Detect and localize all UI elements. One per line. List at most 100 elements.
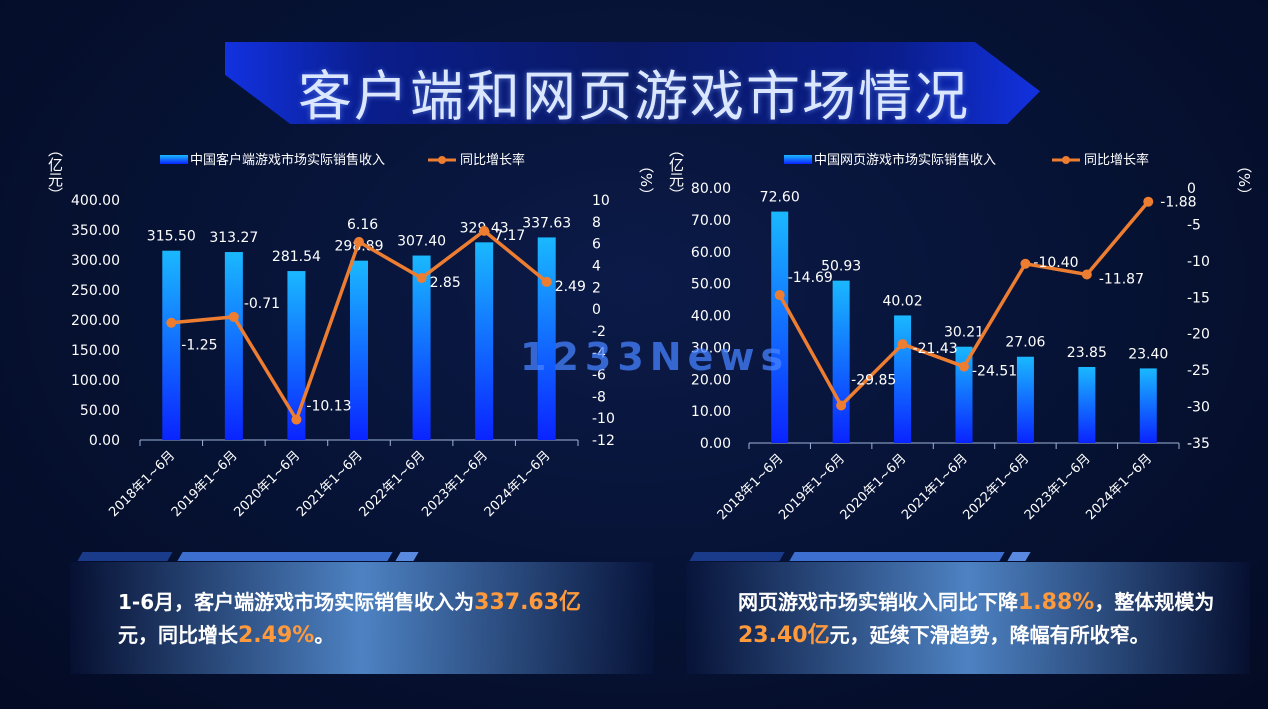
growth-rate-point (166, 317, 177, 328)
y-tick-label: 150.00 (71, 343, 120, 359)
y-tick-label: 100.00 (71, 373, 120, 389)
y2-tick-label: 8 (592, 215, 601, 231)
bar-data-label: 50.93 (821, 259, 861, 275)
client-game-chart: 中国客户端游戏市场实际销售收入 同比增长率（亿元） （%）400.00350.003… (46, 142, 655, 520)
x-category-label: 2024年1~6月 (1083, 451, 1155, 523)
y-tick-label: 60.00 (691, 245, 731, 261)
y2-tick-label: -4 (592, 346, 606, 362)
bar (224, 252, 243, 440)
bar-data-label: 281.54 (272, 249, 321, 265)
page-title: 客户端和网页游戏市场情况 (298, 65, 970, 128)
bar-data-label: 315.50 (147, 229, 196, 245)
bar (162, 250, 181, 440)
y-tick-label: 400.00 (71, 193, 120, 209)
growth-rate-point (416, 273, 427, 283)
summary-left-text-1: 1-6月，客户端游戏市场实际销售收入为 (118, 590, 475, 614)
y2-tick-label: -2 (592, 324, 606, 340)
bar (771, 211, 789, 443)
growth-rate-point (1081, 269, 1092, 280)
legend-line-marker (1062, 156, 1070, 164)
y-tick-label: 80.00 (691, 181, 731, 197)
y-axis-unit: （亿元） (667, 142, 685, 202)
y2-tick-label: -35 (1187, 436, 1210, 452)
summary-right-highlight-1: 1.88% (1018, 590, 1095, 615)
y2-tick-label: -30 (1187, 400, 1210, 416)
watermark: 1233News (520, 335, 790, 379)
bar-data-label: 40.02 (883, 293, 923, 309)
legend-line-label: 同比增长率 (1084, 152, 1149, 168)
bar (894, 315, 912, 443)
y-tick-label: 40.00 (691, 309, 731, 325)
growth-rate-label: -10.13 (306, 399, 351, 415)
y2-tick-label: 4 (592, 258, 601, 274)
growth-rate-label: 2.49 (555, 279, 586, 295)
bar-data-label: 337.63 (522, 215, 571, 231)
y2-tick-label: 2 (592, 280, 601, 296)
legend: 中国客户端游戏市场实际销售收入 同比增长率 (160, 152, 525, 168)
bar-data-label: 307.40 (397, 234, 446, 250)
growth-rate-label: -0.71 (244, 296, 280, 312)
web-game-chart: 中国网页游戏市场实际销售收入 同比增长率 （亿元） （%） 80.00 70.00 60.0… (667, 142, 1253, 523)
y2-axis-unit: （%） (1235, 158, 1253, 202)
y-tick-label: 30.00 (691, 340, 731, 356)
x-category-label: 2021年1~6月 (294, 448, 366, 520)
decor-stripes-left (77, 552, 420, 561)
growth-rate-point (291, 414, 302, 425)
legend-bar-label: 中国客户端游戏市场实际销售收入 (190, 152, 385, 168)
y2-tick-label: 0 (1187, 181, 1196, 197)
bar (287, 271, 306, 440)
y2-tick-label: -15 (1187, 290, 1210, 306)
growth-rate-label: -1.25 (181, 338, 217, 354)
y2-axis-unit: （%） (637, 158, 655, 202)
y2-tick-label: -10 (592, 411, 615, 427)
summary-left-highlight-1: 337.63亿 (474, 590, 582, 615)
y2-tick-label: 6 (592, 237, 601, 253)
y2-tick-label: -25 (1187, 363, 1210, 379)
growth-rate-label: -24.51 (972, 364, 1017, 380)
bar-data-label: 23.40 (1128, 346, 1168, 362)
summary-right-highlight-2: 23.40亿 (738, 623, 830, 648)
growth-rate-point (479, 225, 490, 236)
summary-right-text-3: 元，延续下滑趋势，降幅有所收窄。 (829, 623, 1150, 647)
x-category-label: 2018年1~6月 (106, 448, 178, 520)
growth-rate-point (541, 276, 552, 287)
bar-data-label: 72.60 (760, 190, 800, 206)
summary-left-text-3: 。 (314, 623, 335, 647)
x-category-label: 2024年1~6月 (482, 448, 554, 520)
growth-rate-label: -1.88 (1160, 195, 1196, 211)
y-tick-label: 300.00 (71, 253, 120, 269)
legend-bar-swatch (160, 155, 188, 164)
y-axis-unit: （亿元） (46, 142, 64, 202)
growth-rate-point (354, 236, 364, 247)
y-tick-label: 70.00 (691, 213, 731, 229)
growth-rate-label: -29.85 (851, 372, 896, 388)
growth-rate-point (897, 339, 908, 350)
bar-data-label: 30.21 (944, 325, 984, 341)
y-tick-label: 10.00 (691, 404, 731, 420)
y-tick-label: 20.00 (691, 372, 731, 388)
legend-line-marker (438, 156, 446, 164)
y2-tick-label: -8 (592, 389, 606, 405)
legend-bar-swatch (784, 155, 812, 164)
bar-data-label: 313.27 (209, 230, 258, 246)
growth-rate-label: 6.16 (347, 217, 378, 233)
bar (1078, 366, 1096, 443)
summary-left: 1-6月，客户端游戏市场实际销售收入为337.63亿 元，同比增长2.49%。 (118, 586, 638, 652)
title-band (225, 42, 1040, 124)
summary-right-text-2: ，整体规模为 (1094, 590, 1215, 614)
y-tick-label: 200.00 (71, 313, 120, 329)
bar-data-label: 23.85 (1067, 345, 1107, 361)
y-tick-label: 50.00 (691, 277, 731, 293)
growth-rate-point (1143, 196, 1154, 207)
y-tick-label: 0.00 (700, 436, 731, 452)
y-tick-label: 250.00 (71, 283, 120, 299)
growth-rate-point (1020, 258, 1031, 269)
summary-right: 网页游戏市场实销收入同比下降1.88%，整体规模为 23.40亿元，延续下滑趋势，… (738, 586, 1228, 652)
bar (1139, 368, 1157, 443)
growth-rate-point (228, 311, 239, 322)
y2-tick-label: -10 (1187, 254, 1210, 270)
x-category-label: 2019年1~6月 (169, 448, 241, 520)
y2-tick-label: -6 (592, 368, 606, 384)
y2-tick-label: -5 (1187, 217, 1201, 233)
x-category-label: 2022年1~6月 (357, 448, 429, 520)
